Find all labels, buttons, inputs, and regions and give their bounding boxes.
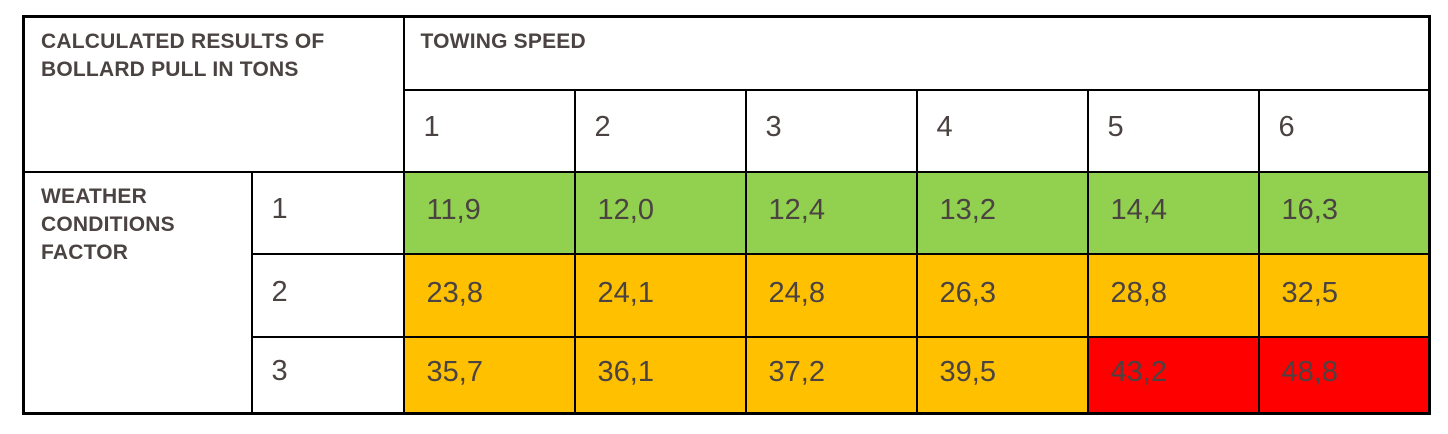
speed-col-6: 6 <box>1257 88 1431 173</box>
value-cell-f3-s4: 39,5 <box>915 335 1089 415</box>
value-cell-f1-s4: 13,2 <box>915 170 1089 255</box>
speed-col-4: 4 <box>915 88 1089 173</box>
value-cell-f3-s1: 35,7 <box>402 335 576 415</box>
value-cell-f2-s1: 23,8 <box>402 252 576 338</box>
value-cell-f2-s6: 32,5 <box>1257 252 1431 338</box>
value-cell-f3-s5: 43,2 <box>1086 335 1260 415</box>
value-cell-f2-s2: 24,1 <box>573 252 747 338</box>
factor-row-1: 1 <box>250 170 405 255</box>
value-cell-f1-s2: 12,0 <box>573 170 747 255</box>
value-cell-f1-s3: 12,4 <box>744 170 918 255</box>
factor-row-2: 2 <box>250 252 405 338</box>
value-cell-f2-s5: 28,8 <box>1086 252 1260 338</box>
value-cell-f2-s3: 24,8 <box>744 252 918 338</box>
bollard-pull-table: CALCULATED RESULTS OF BOLLARD PULL IN TO… <box>22 15 1431 415</box>
value-cell-f1-s6: 16,3 <box>1257 170 1431 255</box>
weather-factor-header: WEATHER CONDITIONS FACTOR <box>22 170 253 415</box>
speed-col-1: 1 <box>402 88 576 173</box>
value-cell-f3-s3: 37,2 <box>744 335 918 415</box>
value-cell-f2-s4: 26,3 <box>915 252 1089 338</box>
factor-row-3: 3 <box>250 335 405 415</box>
speed-col-5: 5 <box>1086 88 1260 173</box>
speed-col-3: 3 <box>744 88 918 173</box>
value-cell-f3-s6: 48,8 <box>1257 335 1431 415</box>
value-cell-f1-s5: 14,4 <box>1086 170 1260 255</box>
corner-header: CALCULATED RESULTS OF BOLLARD PULL IN TO… <box>22 15 405 173</box>
value-cell-f3-s2: 36,1 <box>573 335 747 415</box>
speed-col-2: 2 <box>573 88 747 173</box>
value-cell-f1-s1: 11,9 <box>402 170 576 255</box>
towing-speed-header: TOWING SPEED <box>402 15 1431 91</box>
